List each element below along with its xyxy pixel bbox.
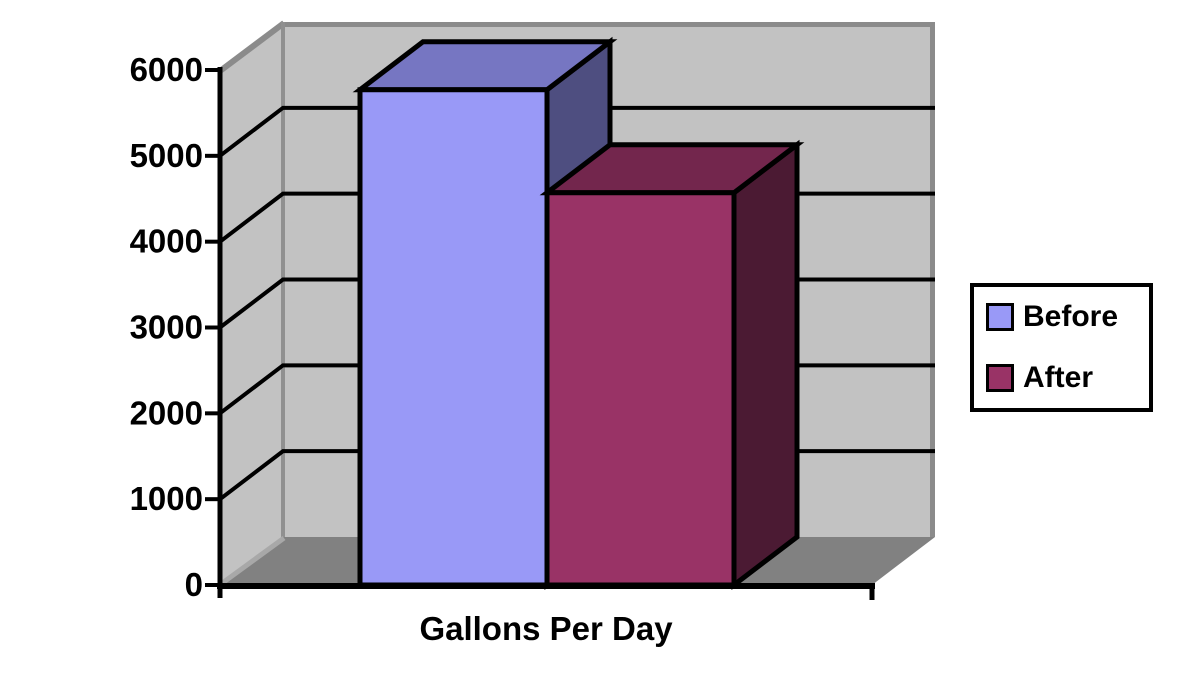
bar-after-front	[544, 190, 737, 588]
y-tick-label: 3000	[130, 309, 203, 346]
y-tick-label: 5000	[130, 137, 203, 174]
floor-left-edge	[219, 535, 286, 587]
y-tick-label: 4000	[130, 223, 203, 260]
legend: Before After	[970, 283, 1153, 412]
y-tick-label: 2000	[130, 394, 203, 431]
gridline	[218, 105, 935, 158]
legend-label-after: After	[1023, 360, 1094, 394]
y-tick-label: 0	[185, 566, 203, 603]
bar-after-side	[731, 139, 800, 591]
legend-swatch-after	[986, 363, 1014, 392]
legend-swatch-before	[986, 303, 1014, 332]
legend-item-after: After	[986, 360, 1149, 394]
y-tick-label: 1000	[130, 480, 203, 517]
legend-item-before: Before	[986, 302, 1149, 332]
legend-label-before: Before	[1023, 300, 1119, 334]
bar-before-front	[357, 87, 550, 588]
wall-top-left-edge	[218, 20, 286, 74]
y-tick-label: 6000	[130, 51, 203, 88]
x-axis-title: Gallons Per Day	[419, 610, 673, 647]
